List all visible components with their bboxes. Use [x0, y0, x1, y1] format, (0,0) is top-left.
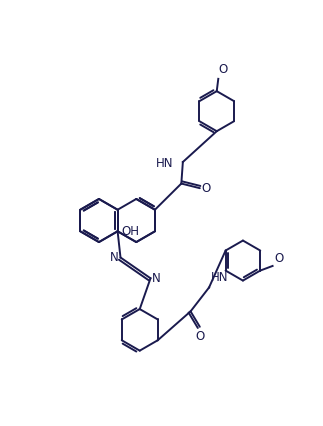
Text: HN: HN	[211, 271, 228, 285]
Text: O: O	[218, 63, 227, 76]
Text: N: N	[110, 251, 119, 264]
Text: O: O	[274, 252, 283, 265]
Text: OH: OH	[121, 225, 140, 238]
Text: O: O	[195, 330, 204, 343]
Text: N: N	[152, 272, 161, 285]
Text: HN: HN	[156, 157, 174, 170]
Text: O: O	[201, 181, 211, 195]
